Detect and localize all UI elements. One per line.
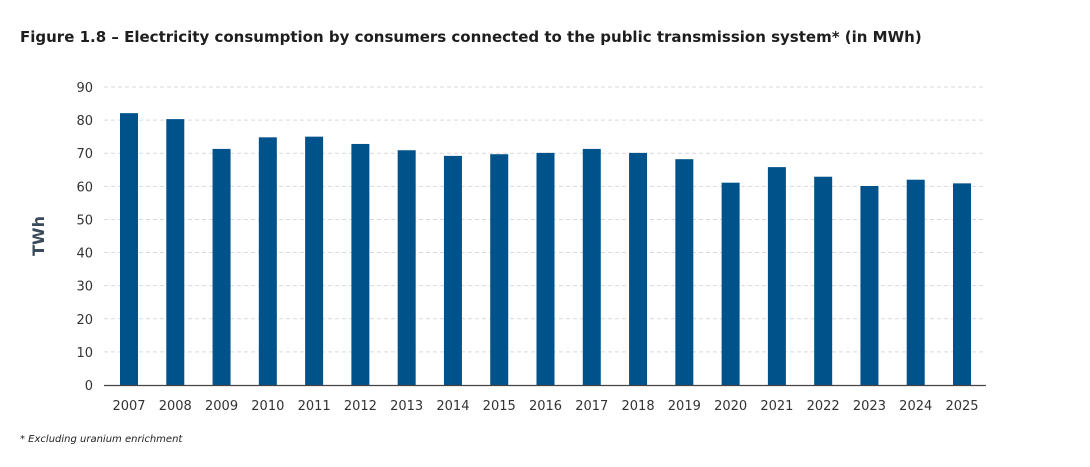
y-tick-label: 40 [76, 247, 93, 262]
bar-2025 [953, 183, 971, 385]
y-tick-label: 70 [76, 147, 93, 162]
bar-2011 [305, 136, 324, 385]
bar-2014 [443, 155, 462, 385]
x-tick-label: 2025 [945, 399, 978, 414]
y-tick-label: 10 [76, 346, 93, 361]
x-tick-label: 2014 [436, 399, 469, 414]
x-tick-label: 2024 [899, 399, 932, 414]
x-tick-label: 2023 [853, 399, 886, 414]
x-tick-label: 2009 [205, 399, 238, 414]
bar-2016 [536, 152, 555, 385]
x-tick-label: 2017 [575, 399, 608, 414]
bar-2007 [120, 113, 138, 385]
x-tick-label: 2007 [112, 399, 145, 414]
x-tick-label: 2020 [714, 399, 747, 414]
x-tick-label: 2021 [760, 399, 793, 414]
y-tick-label: 50 [76, 213, 93, 228]
bar-2019 [675, 159, 694, 385]
bar-2022 [814, 176, 833, 385]
bar-2010 [258, 137, 277, 385]
bar-2021 [767, 167, 786, 385]
x-tick-label: 2016 [529, 399, 562, 414]
x-tick-label: 2019 [668, 399, 701, 414]
x-tick-label: 2011 [298, 399, 331, 414]
bar-2009 [212, 148, 231, 385]
bar-2023 [860, 186, 879, 385]
x-tick-label: 2010 [251, 399, 284, 414]
y-tick-label: 20 [76, 313, 93, 328]
y-axis-label: TWh [29, 216, 48, 256]
x-tick-label: 2018 [622, 399, 655, 414]
chart-title: Figure 1.8 – Electricity consumption by … [20, 28, 922, 46]
x-tick-label: 2013 [390, 399, 423, 414]
bar-2017 [582, 148, 601, 385]
bar-2013 [397, 150, 416, 385]
y-tick-label: 60 [76, 180, 93, 195]
footnote: * Excluding uranium enrichment [20, 434, 183, 445]
bar-2024 [906, 179, 925, 385]
bar-2012 [351, 143, 370, 385]
bar-2015 [490, 154, 509, 385]
x-tick-label: 2012 [344, 399, 377, 414]
x-tick-label: 2008 [159, 399, 192, 414]
y-tick-label: 30 [76, 280, 93, 295]
bar-2020 [721, 182, 740, 385]
bar-2018 [629, 152, 648, 385]
y-tick-label: 80 [76, 114, 93, 129]
bar-2008 [166, 119, 185, 386]
y-tick-label: 0 [85, 379, 93, 394]
x-tick-label: 2022 [807, 399, 840, 414]
x-tick-label: 2015 [483, 399, 516, 414]
y-tick-label: 90 [76, 81, 93, 96]
